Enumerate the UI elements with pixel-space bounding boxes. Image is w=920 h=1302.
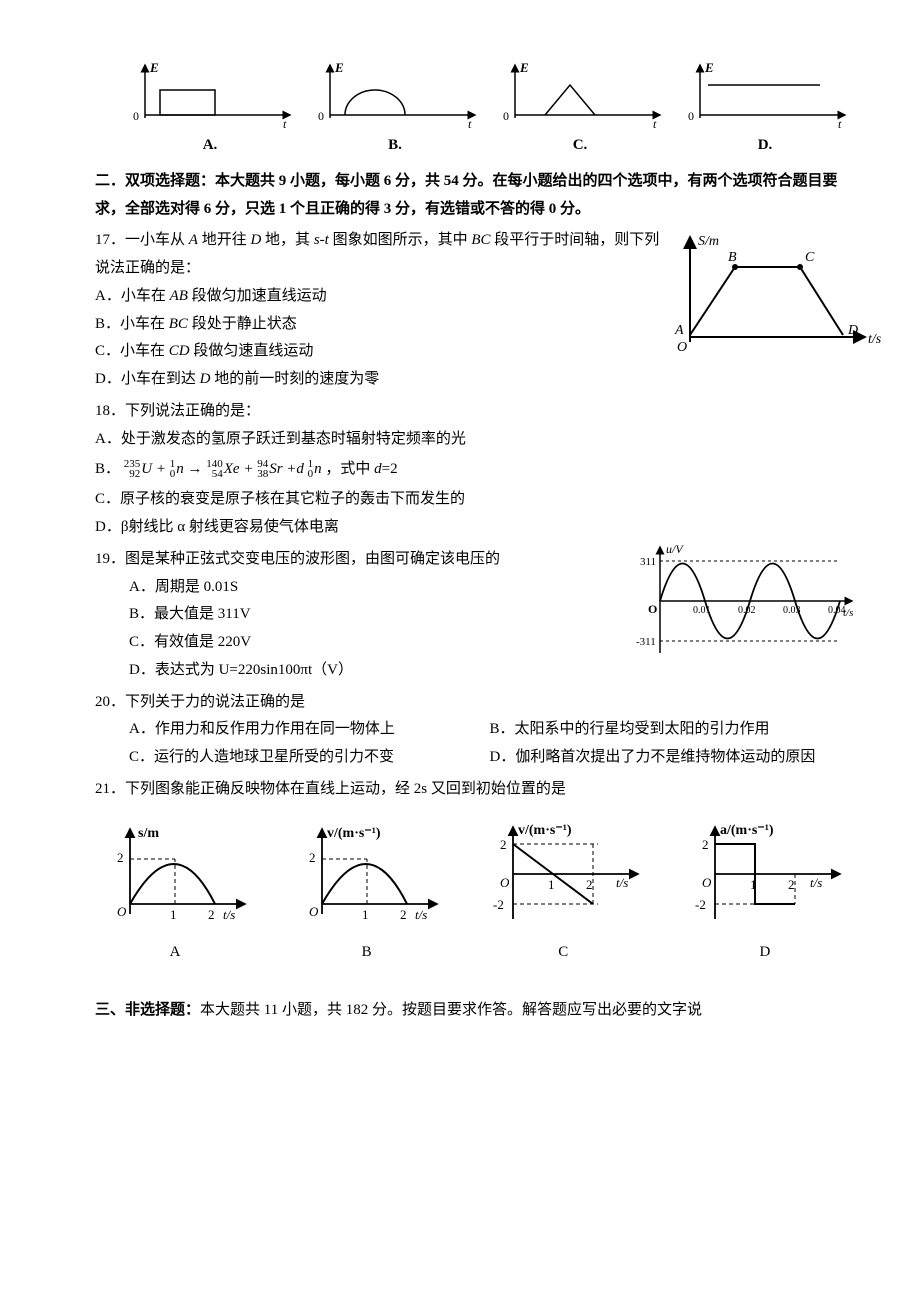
svg-text:B: B xyxy=(728,250,737,265)
svg-text:E: E xyxy=(519,60,529,75)
q17-optD: D．小车在到达 D 地的前一时刻的速度为零 xyxy=(95,366,850,394)
q20-optA: A．作用力和反作用力作用在同一物体上 xyxy=(129,716,490,744)
q21-panel-B: v/(m·s⁻¹) 2 O 1 2 t/s B xyxy=(287,819,447,968)
svg-text:O: O xyxy=(702,875,712,890)
svg-text:O: O xyxy=(117,904,127,919)
chart-label-C: C. xyxy=(495,132,665,160)
q20-stem: 20．下列关于力的说法正确的是 xyxy=(95,689,850,717)
q21: 21．下列图象能正确反映物体在直线上运动，经 2s 又回到初始位置的是 s/m … xyxy=(95,776,850,967)
chart-e-t-B: E 0 t B. xyxy=(310,60,480,160)
svg-text:1: 1 xyxy=(548,877,555,892)
svg-text:t/s: t/s xyxy=(616,875,628,890)
q17-graph: S/m t/s A B C D O xyxy=(665,227,885,368)
chart-label-B: B. xyxy=(310,132,480,160)
svg-text:C: C xyxy=(805,250,815,265)
q20-optB: B．太阳系中的行星均受到太阳的引力作用 xyxy=(490,716,851,744)
q21-panel-D: a/(m·s⁻¹) 2 -2 O 1 2 t/s D xyxy=(680,819,850,968)
q20: 20．下列关于力的说法正确的是 A．作用力和反作用力作用在同一物体上 B．太阳系… xyxy=(95,689,850,772)
svg-text:1: 1 xyxy=(170,907,177,922)
svg-text:t: t xyxy=(838,117,842,130)
svg-text:v/(m·s⁻¹): v/(m·s⁻¹) xyxy=(518,823,572,838)
svg-text:2: 2 xyxy=(788,877,795,892)
svg-text:t/s: t/s xyxy=(415,907,427,922)
svg-text:2: 2 xyxy=(702,837,709,852)
svg-text:O: O xyxy=(677,340,687,355)
q20-optD: D．伽利略首次提出了力不是维持物体运动的原因 xyxy=(490,744,851,772)
q20-optC: C．运行的人造地球卫星所受的引力不变 xyxy=(129,744,490,772)
q18-optC: C．原子核的衰变是原子核在其它粒子的轰击下而发生的 xyxy=(95,486,850,514)
svg-text:t/s: t/s xyxy=(868,332,882,347)
section2-heading: 二．双项选择题：本大题共 9 小题，每小题 6 分，共 54 分。在每小题给出的… xyxy=(95,168,850,224)
svg-text:311: 311 xyxy=(640,556,656,568)
svg-text:2: 2 xyxy=(117,850,124,865)
svg-text:0: 0 xyxy=(503,109,509,123)
svg-text:E: E xyxy=(149,60,159,75)
svg-text:u/V: u/V xyxy=(666,542,684,556)
svg-text:t: t xyxy=(653,117,657,130)
q18-optB: B． 23592U + 10n → 14054Xe + 9438Sr +d 10… xyxy=(95,453,850,486)
q21-panel-A: s/m 2 O 1 2 t/s A xyxy=(95,819,255,968)
svg-text:0.02: 0.02 xyxy=(738,605,756,616)
q21-panel-C: v/(m·s⁻¹) 2 -2 O 1 2 t/s C xyxy=(478,819,648,968)
svg-text:-2: -2 xyxy=(695,897,706,912)
svg-text:2: 2 xyxy=(500,837,507,852)
svg-text:t/s: t/s xyxy=(223,907,235,922)
q18-optA: A．处于激发态的氢原子跃迁到基态时辐射特定频率的光 xyxy=(95,426,850,454)
svg-text:0.03: 0.03 xyxy=(783,605,801,616)
svg-text:0: 0 xyxy=(133,109,139,123)
svg-text:D: D xyxy=(847,323,858,338)
svg-text:s/m: s/m xyxy=(138,826,159,841)
svg-text:-311: -311 xyxy=(636,636,656,648)
q18-optD: D．β射线比 α 射线更容易使气体电离 xyxy=(95,514,850,542)
svg-text:1: 1 xyxy=(362,907,369,922)
svg-text:A: A xyxy=(674,323,684,338)
svg-text:S/m: S/m xyxy=(698,234,719,249)
chart-e-t-D: E 0 t D. xyxy=(680,60,850,160)
q19: u/V 311 -311 O 0.01 0.02 0.03 0.04 t/s 1… xyxy=(95,546,850,685)
svg-text:0: 0 xyxy=(318,109,324,123)
q21-stem: 21．下列图象能正确反映物体在直线上运动，经 2s 又回到初始位置的是 xyxy=(95,776,850,804)
q17: S/m t/s A B C D O 17．一小车从 A 地开往 D 地，其 s-… xyxy=(95,227,850,394)
svg-text:2: 2 xyxy=(400,907,407,922)
svg-text:O: O xyxy=(309,904,319,919)
svg-text:t: t xyxy=(468,117,472,130)
svg-text:-2: -2 xyxy=(493,897,504,912)
top-e-t-chart-row: E 0 t A. E 0 t B. E 0 t C. xyxy=(125,60,850,160)
svg-text:E: E xyxy=(704,60,714,75)
svg-text:2: 2 xyxy=(208,907,215,922)
svg-text:2: 2 xyxy=(586,877,593,892)
q18: 18．下列说法正确的是： A．处于激发态的氢原子跃迁到基态时辐射特定频率的光 B… xyxy=(95,398,850,542)
svg-text:0: 0 xyxy=(688,109,694,123)
svg-text:t: t xyxy=(283,117,287,130)
chart-label-D: D. xyxy=(680,132,850,160)
chart-e-t-A: E 0 t A. xyxy=(125,60,295,160)
q19-graph: u/V 311 -311 O 0.01 0.02 0.03 0.04 t/s xyxy=(630,541,860,672)
svg-text:O: O xyxy=(648,602,657,616)
svg-text:0.01: 0.01 xyxy=(693,605,711,616)
chart-label-A: A. xyxy=(125,132,295,160)
svg-text:t/s: t/s xyxy=(810,875,822,890)
chart-e-t-C: E 0 t C. xyxy=(495,60,665,160)
svg-text:O: O xyxy=(500,875,510,890)
section3-heading: 三、非选择题：本大题共 11 小题，共 182 分。按题目要求作答。解答题应写出… xyxy=(95,997,850,1025)
svg-text:a/(m·s⁻¹): a/(m·s⁻¹) xyxy=(720,823,774,838)
svg-text:t/s: t/s xyxy=(843,607,853,619)
svg-text:v/(m·s⁻¹): v/(m·s⁻¹) xyxy=(327,826,381,841)
svg-text:2: 2 xyxy=(309,850,316,865)
svg-text:E: E xyxy=(334,60,344,75)
q18-stem: 18．下列说法正确的是： xyxy=(95,398,850,426)
